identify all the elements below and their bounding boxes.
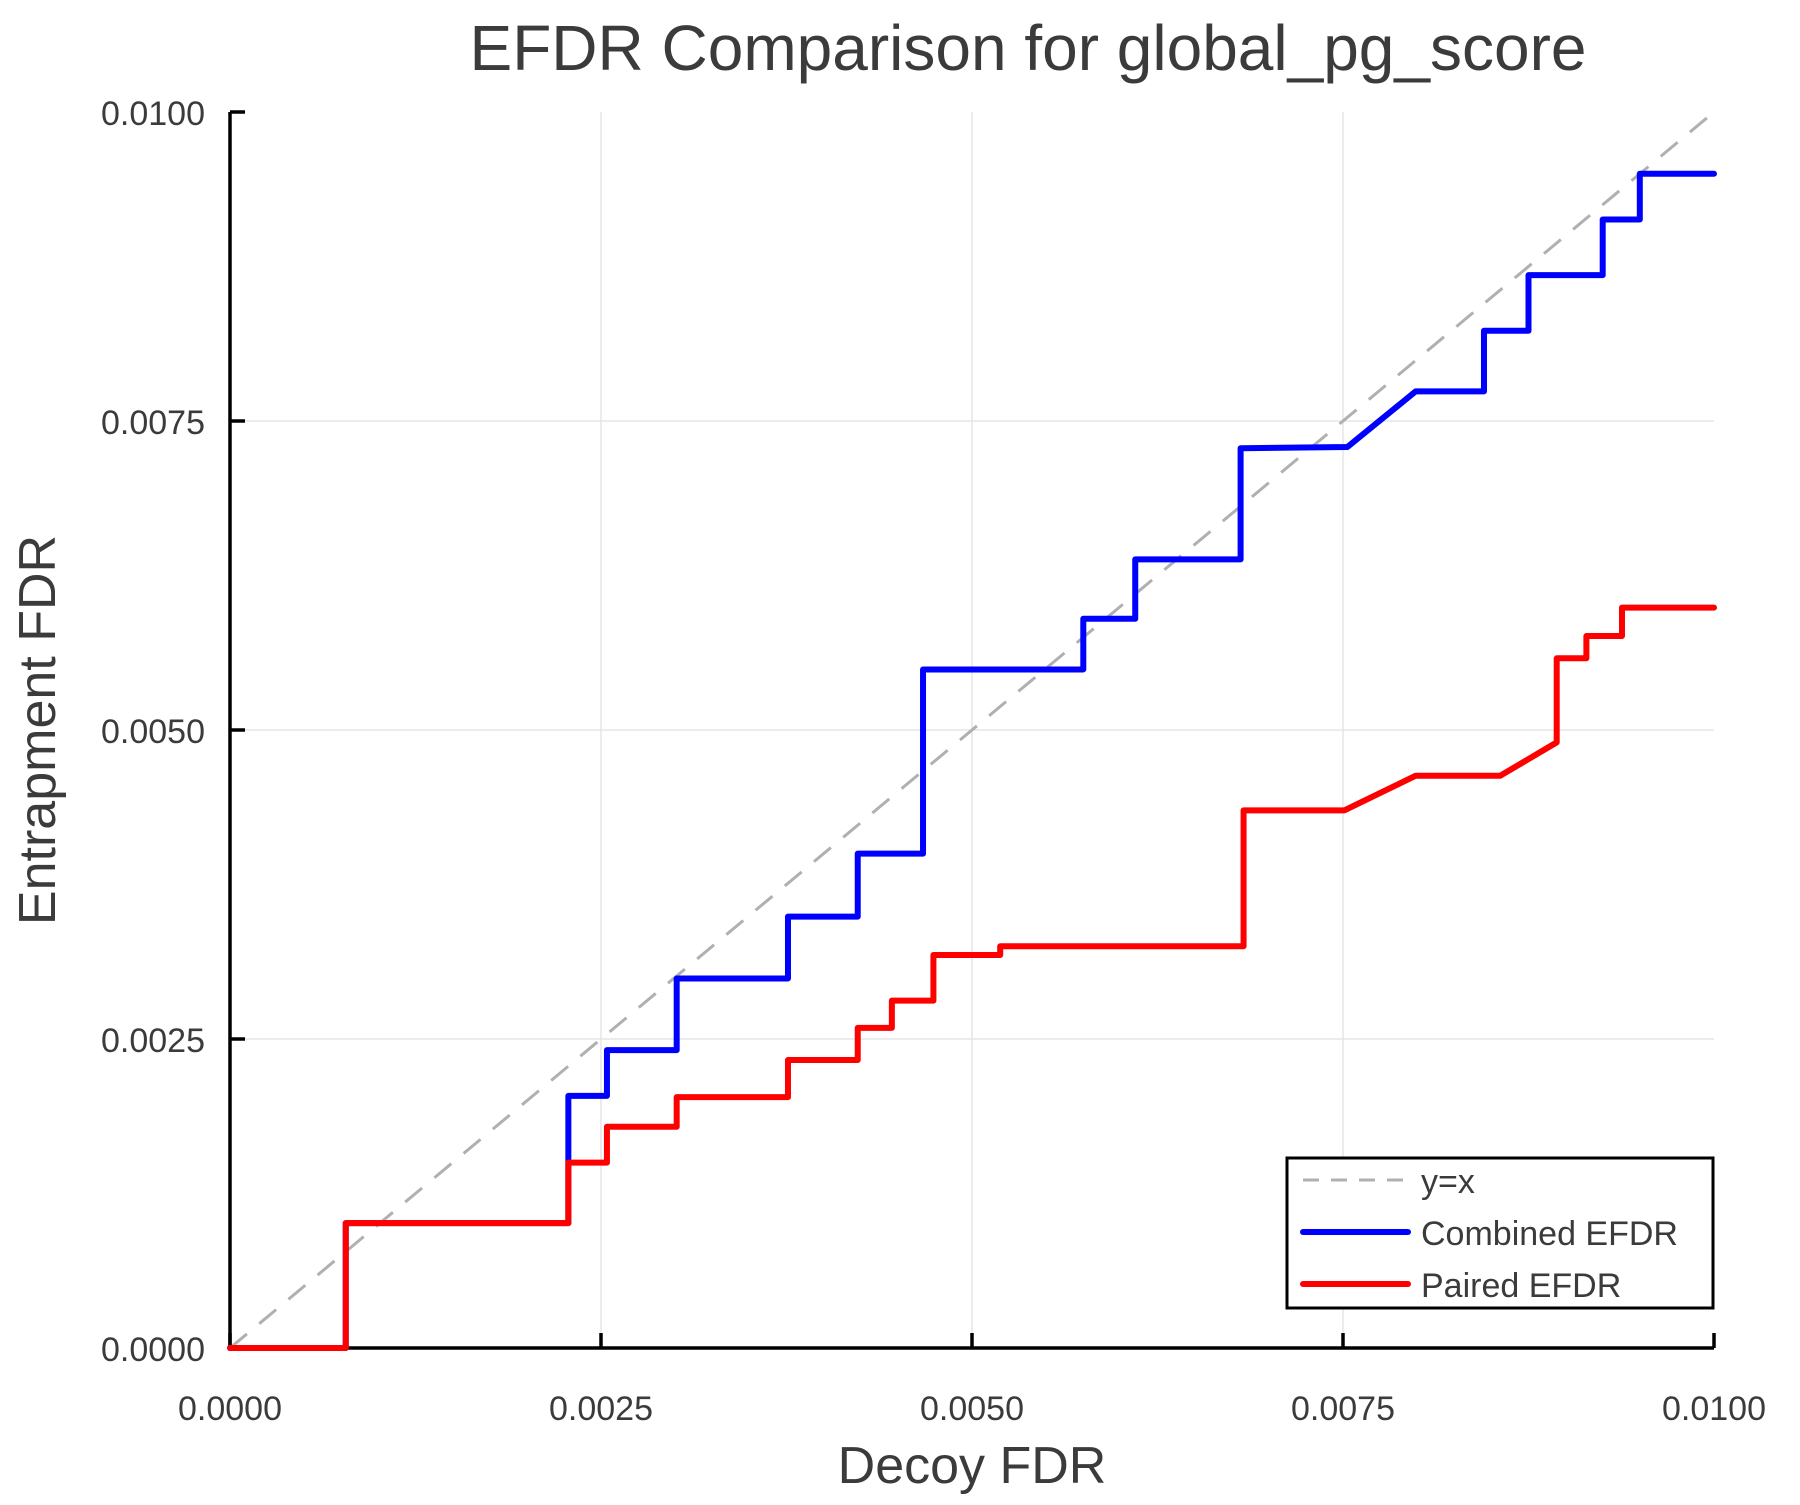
svg-text:0.0025: 0.0025 [549, 1390, 653, 1428]
svg-text:Combined EFDR: Combined EFDR [1421, 1215, 1678, 1253]
svg-text:0.0075: 0.0075 [101, 404, 205, 442]
svg-text:0.0000: 0.0000 [101, 1331, 205, 1369]
svg-text:0.0000: 0.0000 [178, 1390, 282, 1428]
svg-text:0.0050: 0.0050 [920, 1390, 1024, 1428]
svg-text:Entrapment FDR: Entrapment FDR [9, 535, 67, 925]
svg-text:0.0100: 0.0100 [101, 95, 205, 133]
svg-text:0.0100: 0.0100 [1662, 1390, 1766, 1428]
svg-text:EFDR Comparison for global_pg_: EFDR Comparison for global_pg_score [470, 12, 1587, 84]
svg-text:Paired EFDR: Paired EFDR [1421, 1267, 1621, 1305]
svg-text:0.0025: 0.0025 [101, 1022, 205, 1060]
svg-text:0.0075: 0.0075 [1291, 1390, 1395, 1428]
svg-text:0.0050: 0.0050 [101, 713, 205, 751]
svg-text:Decoy FDR: Decoy FDR [838, 1437, 1107, 1495]
svg-text:y=x: y=x [1421, 1163, 1475, 1201]
